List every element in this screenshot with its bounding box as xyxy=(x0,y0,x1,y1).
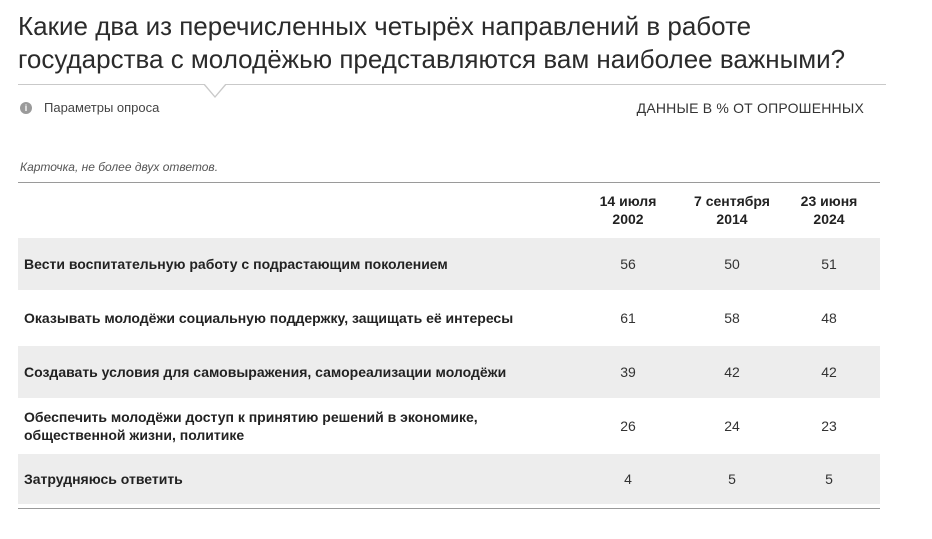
table-cell: 23 xyxy=(821,418,837,434)
data-units-note: ДАННЫЕ В % ОТ ОПРОШЕННЫХ xyxy=(636,100,864,116)
column-header-year: 2002 xyxy=(612,211,644,227)
table-row: Затрудняюсь ответить 4 5 5 xyxy=(18,454,880,504)
table-cell: 39 xyxy=(620,364,636,380)
info-icon: i xyxy=(20,101,32,114)
table-row: Вести воспитательную работу с подрастающ… xyxy=(18,238,880,290)
table-top-divider xyxy=(18,182,880,183)
table-cell: 5 xyxy=(825,471,833,487)
table-cell: 50 xyxy=(724,256,740,272)
column-header-date: 14 июля xyxy=(599,193,657,209)
survey-params-label[interactable]: Параметры опроса xyxy=(44,100,160,115)
table-cell: 42 xyxy=(724,364,740,380)
table-cell: 48 xyxy=(821,310,837,326)
column-header: 23 июня 2024 xyxy=(774,192,884,228)
row-label: Оказывать молодёжи социальную поддержку,… xyxy=(24,310,514,326)
table-cell: 5 xyxy=(728,471,736,487)
table-body: Вести воспитательную работу с подрастающ… xyxy=(18,238,880,504)
column-header: 7 сентября 2014 xyxy=(677,192,787,228)
column-header-year: 2024 xyxy=(813,211,845,227)
card-note: Карточка, не более двух ответов. xyxy=(20,160,219,174)
table-cell: 42 xyxy=(821,364,837,380)
table-bottom-divider xyxy=(18,508,880,509)
table-cell: 24 xyxy=(724,418,740,434)
column-header-date: 23 июня xyxy=(800,193,858,209)
table-row: Оказывать молодёжи социальную поддержку,… xyxy=(18,290,880,346)
column-header-year: 2014 xyxy=(716,211,748,227)
table-row: Создавать условия для самовыражения, сам… xyxy=(18,346,880,398)
row-label: Вести воспитательную работу с подрастающ… xyxy=(24,256,448,272)
survey-card: Какие два из перечисленных четырёх напра… xyxy=(18,11,886,509)
column-header: 14 июля 2002 xyxy=(573,192,683,228)
row-label: Создавать условия для самовыражения, сам… xyxy=(24,364,507,380)
table-cell: 56 xyxy=(620,256,636,272)
survey-params-toggle[interactable]: i Параметры опроса xyxy=(20,100,159,115)
table-row: Обеспечить молодёжи доступ к принятию ре… xyxy=(18,398,880,454)
table-header-row: 14 июля 2002 7 сентября 2014 23 июня 202… xyxy=(18,192,880,232)
table-cell: 61 xyxy=(620,310,636,326)
row-label: Обеспечить молодёжи доступ к принятию ре… xyxy=(24,409,478,443)
table-cell: 26 xyxy=(620,418,636,434)
column-header-date: 7 сентября xyxy=(694,193,770,209)
page-title: Какие два из перечисленных четырёх напра… xyxy=(18,11,846,74)
table-cell: 4 xyxy=(624,471,632,487)
row-label: Затрудняюсь ответить xyxy=(24,471,183,487)
header-divider xyxy=(18,84,886,85)
table-cell: 58 xyxy=(724,310,740,326)
table-cell: 51 xyxy=(821,256,837,272)
